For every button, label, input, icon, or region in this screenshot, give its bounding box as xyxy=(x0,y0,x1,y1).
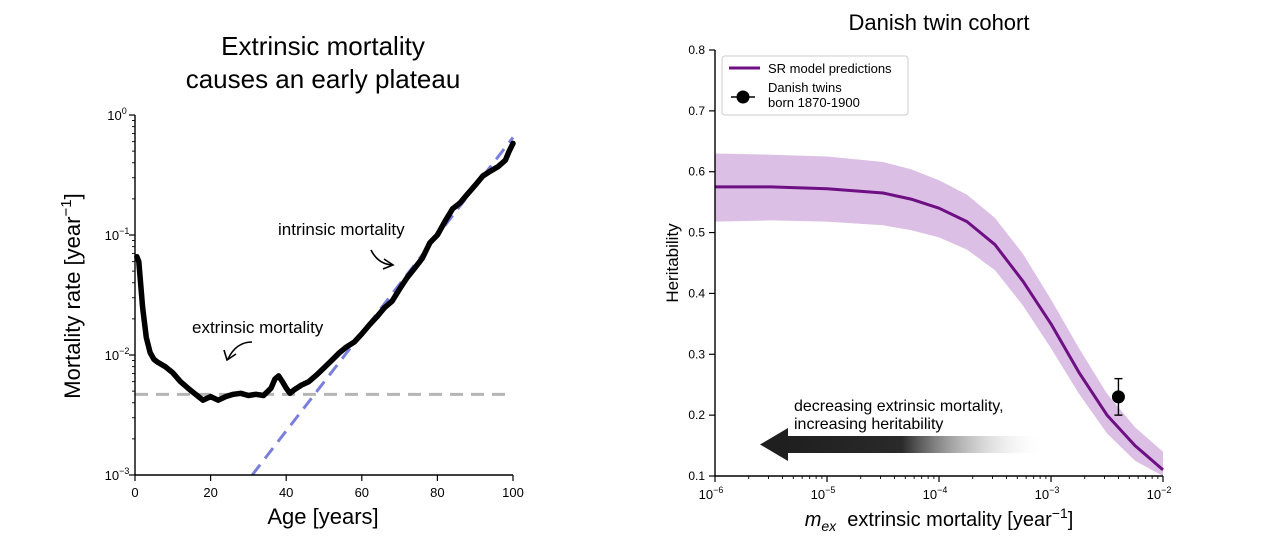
left-y-tick-label-exp: −2 xyxy=(119,346,129,356)
right-x-tick-label-base: 10 xyxy=(1147,487,1161,502)
gradient-arrow-head xyxy=(760,428,788,461)
right-y-tick-label: 0.2 xyxy=(688,408,705,422)
annotation-intrinsic-arrowhead xyxy=(382,258,395,270)
annotation-extrinsic-arrowhead xyxy=(223,349,237,362)
right-title: Danish twin cohort xyxy=(849,10,1030,35)
legend-sr-label: SR model predictions xyxy=(768,61,892,76)
right-x-tick-label-exp: −6 xyxy=(713,485,723,495)
left-y-tick-label: 10−2 xyxy=(105,346,130,363)
left-y-tick-label-exp: 0 xyxy=(122,106,127,116)
right-x-tick-label-base: 10 xyxy=(1035,487,1049,502)
legend-box xyxy=(721,55,909,116)
legend-twins-label-2: born 1870-1900 xyxy=(768,95,860,110)
right-y-tick-label: 0.6 xyxy=(688,165,705,179)
right-x-tick-label-exp: −2 xyxy=(1161,485,1171,495)
left-y-label-end: ] xyxy=(60,193,85,199)
sr-model-line xyxy=(715,185,1164,472)
gradient-arrow xyxy=(760,428,1046,461)
left-y-tick-label-base: 10 xyxy=(105,348,119,363)
right-x-tick-label-exp: −3 xyxy=(1049,485,1059,495)
left-x-tick-label: 20 xyxy=(203,485,217,500)
right-chart: Danish twin cohort decreasing extrinsic … xyxy=(663,10,1171,534)
right-x-tick-label: 10−4 xyxy=(923,485,948,502)
left-y-tick-label: 10−3 xyxy=(105,466,130,483)
legend: SR model predictions Danish twins born 1… xyxy=(721,55,909,116)
gradient-arrow-shaft xyxy=(784,436,1046,453)
right-x-tick-label-exp: −4 xyxy=(937,485,947,495)
left-x-tick-label: 40 xyxy=(279,485,293,500)
right-plot-area xyxy=(715,153,1164,476)
right-x-label-sup: −1 xyxy=(1052,505,1068,521)
right-x-tick-label-exp: −5 xyxy=(825,485,835,495)
right-y-tick-label: 0.8 xyxy=(688,43,705,57)
left-x-label: Age [years] xyxy=(267,504,378,529)
annotation-intrinsic-arrow xyxy=(370,249,393,266)
left-x-tick-label: 80 xyxy=(430,485,444,500)
left-x-tick-label: 0 xyxy=(131,485,138,500)
left-y-label: Mortality rate [year−1] xyxy=(58,193,85,398)
left-y-tick-label: 100 xyxy=(107,106,126,123)
left-y-tick-label-base: 10 xyxy=(107,108,121,123)
right-y-label: Heritability xyxy=(663,223,682,303)
legend-twins-marker xyxy=(736,90,750,104)
right-x-label: mex extrinsic mortality [year−1] xyxy=(805,505,1074,534)
right-ticks: 10−6 10−5 10−4 10−3 10−20.10.20.30.40.50.60.… xyxy=(688,43,1171,502)
right-x-tick-label: 10−6 xyxy=(699,485,724,502)
right-x-tick-label: 10−2 xyxy=(1147,485,1172,502)
mortality-curve xyxy=(134,140,516,403)
left-y-tick-label-base: 10 xyxy=(105,468,119,483)
left-chart: Extrinsic mortality causes an early plat… xyxy=(58,31,524,529)
left-title-line-1: Extrinsic mortality xyxy=(221,31,425,61)
right-x-label-sub: ex xyxy=(821,518,837,534)
right-x-label-text: extrinsic mortality [year xyxy=(836,509,1052,531)
right-x-label-var: m xyxy=(805,509,822,531)
right-x-label-end: ] xyxy=(1068,509,1074,531)
right-x-tick-label-base: 10 xyxy=(811,487,825,502)
right-x-tick-label-base: 10 xyxy=(923,487,937,502)
left-title-line-2: causes an early plateau xyxy=(186,64,461,94)
left-y-tick-label-base: 10 xyxy=(105,228,119,243)
right-x-tick-label-base: 10 xyxy=(699,487,713,502)
left-x-tick-label: 60 xyxy=(355,485,369,500)
twins-data-point xyxy=(1111,390,1125,404)
annotation-decreasing-line-2: increasing heritability xyxy=(794,416,943,433)
annotation-decreasing-line-1: decreasing extrinsic mortality, xyxy=(794,398,1004,415)
left-y-tick-label-exp: −1 xyxy=(119,226,129,236)
legend-twins-label-1: Danish twins xyxy=(768,80,842,95)
annotation-extrinsic: extrinsic mortality xyxy=(192,318,324,337)
annotation-intrinsic: intrinsic mortality xyxy=(278,220,405,239)
annotation-extrinsic-arrow xyxy=(227,341,253,360)
left-plot-area xyxy=(134,136,516,476)
right-x-tick-label: 10−3 xyxy=(1035,485,1060,502)
left-y-tick-label: 10−1 xyxy=(105,226,130,243)
left-y-tick-label-exp: −3 xyxy=(119,466,129,476)
right-y-tick-label: 0.3 xyxy=(688,347,705,361)
right-y-tick-label: 0.1 xyxy=(688,469,705,483)
right-y-tick-label: 0.4 xyxy=(688,286,705,300)
left-y-label-sup: −1 xyxy=(58,199,75,216)
right-y-tick-label: 0.7 xyxy=(688,104,705,118)
left-x-tick-label: 100 xyxy=(502,485,524,500)
right-y-tick-label: 0.5 xyxy=(688,226,705,240)
left-y-label-main: Mortality rate [year xyxy=(60,217,85,399)
right-x-tick-label: 10−5 xyxy=(811,485,836,502)
